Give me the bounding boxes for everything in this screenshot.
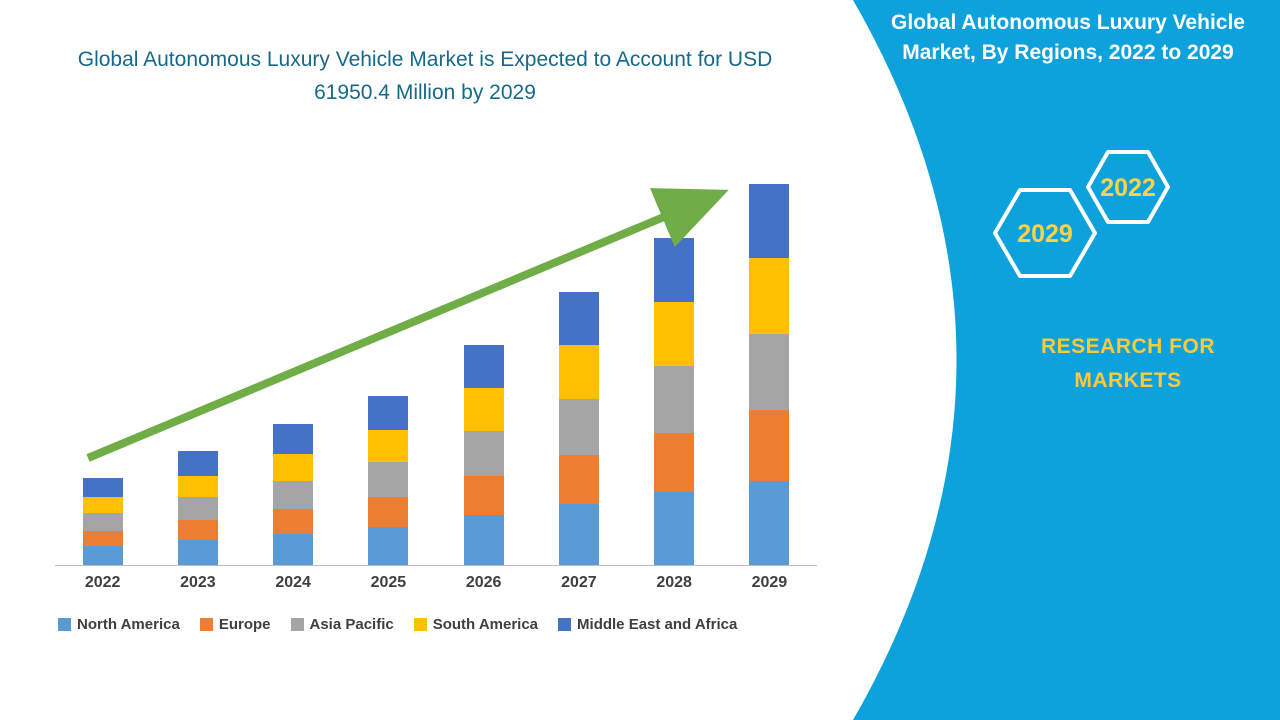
- bar-segment: [558, 345, 599, 399]
- legend-item-2: Asia Pacific: [290, 616, 394, 633]
- bar-slot-2025: [341, 396, 436, 565]
- hexagon-2022-label: 2022: [1100, 174, 1156, 202]
- legend-item-4: Middle East and Africa: [558, 616, 737, 633]
- bar-segment: [654, 433, 695, 492]
- bar-segment: [463, 344, 504, 388]
- x-axis: 2022 2023 2024 2025 2026 2027 2028 2029: [55, 574, 817, 592]
- bar-slot-2022: [55, 478, 150, 565]
- bar-2029: [749, 183, 790, 565]
- bar-slot-2027: [531, 291, 626, 565]
- bar-segment: [463, 515, 504, 565]
- legend-item-0: North America: [58, 616, 180, 633]
- bar-segment: [749, 183, 790, 259]
- bar-slot-2028: [627, 237, 722, 565]
- bar-segment: [558, 398, 599, 455]
- x-tick-2026: 2026: [465, 574, 502, 591]
- bar-2022: [82, 478, 123, 565]
- bar-segment: [749, 409, 790, 482]
- bar-2024: [273, 424, 314, 565]
- x-tick-2022: 2022: [84, 574, 121, 591]
- bar-segment: [82, 513, 123, 532]
- x-tick-2023: 2023: [180, 574, 216, 591]
- bar-2023: [177, 451, 218, 565]
- bar-segment: [273, 453, 314, 481]
- x-tick-2024: 2024: [275, 574, 311, 591]
- bar-segment: [177, 451, 218, 476]
- x-tick-2028: 2028: [656, 574, 692, 591]
- bar-segment: [463, 430, 504, 476]
- bar-2028: [654, 237, 695, 565]
- legend-swatch-icon: [413, 618, 427, 631]
- bar-segment: [749, 481, 790, 565]
- bar-2026: [463, 344, 504, 565]
- bar-segment: [273, 424, 314, 454]
- hexagon-2022-icon: [1086, 150, 1170, 224]
- legend-swatch-icon: [58, 618, 71, 631]
- legend-item-1: Europe: [199, 616, 271, 633]
- legend-label: Middle East and Africa: [577, 616, 738, 633]
- bar-segment: [82, 496, 123, 514]
- brand-line-1: RESEARCH FOR: [1040, 335, 1215, 358]
- bar-segment: [273, 533, 314, 565]
- bar-segment: [463, 387, 504, 431]
- bar-segment: [654, 237, 695, 303]
- right-panel-title: Global Autonomous Luxury Vehicle Market,…: [891, 11, 1245, 65]
- hexagon-2029-icon: [993, 188, 1097, 278]
- bar-slot-2024: [246, 424, 341, 565]
- bar-segment: [368, 496, 409, 527]
- bar-2025: [368, 396, 409, 565]
- bar-segment: [82, 545, 123, 565]
- legend-label: North America: [77, 616, 180, 633]
- bar-segment: [558, 503, 599, 565]
- legend-swatch-icon: [290, 618, 304, 631]
- legend-swatch-icon: [199, 618, 213, 631]
- legend-swatch-icon: [558, 618, 572, 631]
- plot-area: [55, 165, 817, 566]
- x-tick-2027: 2027: [561, 574, 597, 591]
- bar-segment: [177, 475, 218, 498]
- bar-segment: [177, 497, 218, 521]
- legend-label: South America: [432, 616, 539, 633]
- bar-segment: [654, 491, 695, 565]
- chart-legend: North America Europe Asia Pacific South Ame…: [58, 616, 838, 633]
- bar-segment: [177, 520, 218, 540]
- legend-item-3: South America: [413, 616, 539, 633]
- bar-segment: [368, 396, 409, 430]
- bar-segment: [273, 480, 314, 510]
- legend-label: Europe: [218, 616, 271, 633]
- bar-segment: [177, 539, 218, 565]
- x-tick-2029: 2029: [751, 574, 788, 591]
- brand-line-2: MARKETS: [1074, 368, 1182, 392]
- x-tick-2025: 2025: [370, 574, 407, 591]
- hexagon-2029-label: 2029: [1017, 220, 1073, 248]
- brand-text: RESEARCH FOR MARKETS: [1008, 330, 1248, 397]
- bar-segment: [368, 462, 409, 497]
- bar-segment: [368, 526, 409, 565]
- bar-slot-2023: [150, 451, 245, 565]
- bar-segment: [82, 531, 123, 546]
- bar-segment: [654, 366, 695, 434]
- chart-title: Global Autonomous Luxury Vehicle Market …: [77, 48, 773, 104]
- bar-segment: [368, 429, 409, 463]
- bar-segment: [558, 454, 599, 504]
- bar-segment: [82, 478, 123, 497]
- bar-segment: [749, 333, 790, 410]
- bar-slot-2029: [722, 183, 817, 565]
- bar-segment: [654, 302, 695, 367]
- bar-segment: [463, 475, 504, 516]
- bar-segment: [558, 291, 599, 346]
- legend-label: Asia Pacific: [309, 616, 394, 633]
- bar-2027: [558, 291, 599, 565]
- bar-segment: [749, 258, 790, 334]
- bar-slot-2026: [436, 344, 531, 565]
- bar-segment: [273, 509, 314, 534]
